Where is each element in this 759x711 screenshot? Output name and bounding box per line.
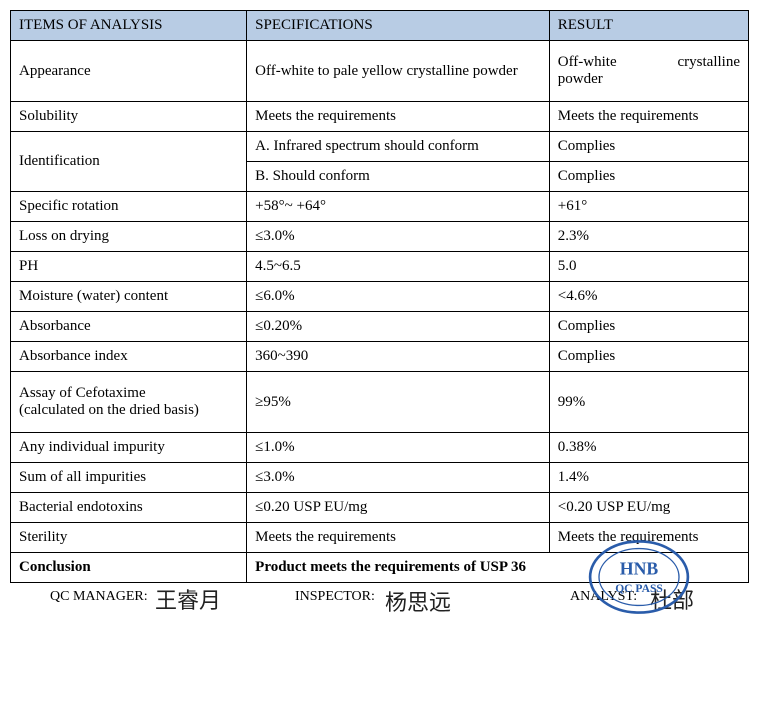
conclusion-row: Conclusion Product meets the requirement… — [11, 553, 749, 583]
spec-cell: Off-white to pale yellow crystalline pow… — [247, 41, 550, 102]
header-row: ITEMS OF ANALYSIS SPECIFICATIONS RESULT — [11, 11, 749, 41]
inspector-label: INSPECTOR: — [295, 589, 375, 605]
signature-footer: QC MANAGER: 王睿月 INSPECTOR: 杨思远 ANALYST: … — [10, 587, 749, 627]
result-cell: 1.4% — [549, 463, 748, 493]
item-cell: Appearance — [11, 41, 247, 102]
table-row: Any individual impurity ≤1.0% 0.38% — [11, 433, 749, 463]
spec-cell: ≤3.0% — [247, 222, 550, 252]
item-cell: Absorbance index — [11, 342, 247, 372]
spec-cell: 4.5~6.5 — [247, 252, 550, 282]
result-cell: Complies — [549, 132, 748, 162]
item-cell: Identification — [11, 132, 247, 192]
result-cell: +61° — [549, 192, 748, 222]
qc-manager-signature: 王睿月 — [155, 583, 221, 615]
item-cell: Moisture (water) content — [11, 282, 247, 312]
item-cell: Any individual impurity — [11, 433, 247, 463]
result-cell: 5.0 — [549, 252, 748, 282]
item-cell: Solubility — [11, 102, 247, 132]
spec-cell: Meets the requirements — [247, 523, 550, 553]
table-row: Sum of all impurities ≤3.0% 1.4% — [11, 463, 749, 493]
item-cell: Absorbance — [11, 312, 247, 342]
analyst-label: ANALYST: — [570, 589, 637, 605]
table-row: Assay of Cefotaxime (calculated on the d… — [11, 372, 749, 433]
item-cell: PH — [11, 252, 247, 282]
result-cell: <0.20 USP EU/mg — [549, 493, 748, 523]
result-cell: Complies — [549, 312, 748, 342]
table-row: Appearance Off-white to pale yellow crys… — [11, 41, 749, 102]
spec-cell: +58°~ +64° — [247, 192, 550, 222]
item-cell: Sterility — [11, 523, 247, 553]
spec-cell: ≥95% — [247, 372, 550, 433]
table-row: Absorbance index 360~390 Complies — [11, 342, 749, 372]
result-cell: Meets the requirements — [549, 523, 748, 553]
analysis-table: ITEMS OF ANALYSIS SPECIFICATIONS RESULT … — [10, 10, 749, 583]
spec-cell: Meets the requirements — [247, 102, 550, 132]
spec-cell: ≤0.20 USP EU/mg — [247, 493, 550, 523]
col-header-items: ITEMS OF ANALYSIS — [11, 11, 247, 41]
conclusion-label: Conclusion — [11, 553, 247, 583]
table-row: Absorbance ≤0.20% Complies — [11, 312, 749, 342]
spec-cell: ≤0.20% — [247, 312, 550, 342]
table-row: Bacterial endotoxins ≤0.20 USP EU/mg <0.… — [11, 493, 749, 523]
spec-cell: B. Should conform — [247, 162, 550, 192]
spec-cell: ≤3.0% — [247, 463, 550, 493]
item-cell: Bacterial endotoxins — [11, 493, 247, 523]
result-cell: Complies — [549, 162, 748, 192]
spec-cell: ≤1.0% — [247, 433, 550, 463]
col-header-spec: SPECIFICATIONS — [247, 11, 550, 41]
result-cell: 0.38% — [549, 433, 748, 463]
analyst-signature: 杜部 — [650, 583, 694, 615]
result-cell: Meets the requirements — [549, 102, 748, 132]
spec-cell: 360~390 — [247, 342, 550, 372]
conclusion-text: Product meets the requirements of USP 36 — [247, 553, 749, 583]
result-cell: Off-white crystalline powder — [549, 41, 748, 102]
item-cell: Assay of Cefotaxime (calculated on the d… — [11, 372, 247, 433]
item-cell: Loss on drying — [11, 222, 247, 252]
table-row: Identification A. Infrared spectrum shou… — [11, 132, 749, 162]
spec-cell: ≤6.0% — [247, 282, 550, 312]
document-wrap: ITEMS OF ANALYSIS SPECIFICATIONS RESULT … — [10, 10, 749, 627]
table-row: Loss on drying ≤3.0% 2.3% — [11, 222, 749, 252]
result-cell: 99% — [549, 372, 748, 433]
result-cell: <4.6% — [549, 282, 748, 312]
table-row: Sterility Meets the requirements Meets t… — [11, 523, 749, 553]
item-cell: Specific rotation — [11, 192, 247, 222]
result-cell: 2.3% — [549, 222, 748, 252]
item-cell: Sum of all impurities — [11, 463, 247, 493]
col-header-result: RESULT — [549, 11, 748, 41]
table-row: PH 4.5~6.5 5.0 — [11, 252, 749, 282]
table-row: Specific rotation +58°~ +64° +61° — [11, 192, 749, 222]
table-row: Solubility Meets the requirements Meets … — [11, 102, 749, 132]
qc-manager-label: QC MANAGER: — [50, 589, 148, 605]
inspector-signature: 杨思远 — [385, 585, 451, 617]
result-cell: Complies — [549, 342, 748, 372]
spec-cell: A. Infrared spectrum should conform — [247, 132, 550, 162]
table-row: Moisture (water) content ≤6.0% <4.6% — [11, 282, 749, 312]
